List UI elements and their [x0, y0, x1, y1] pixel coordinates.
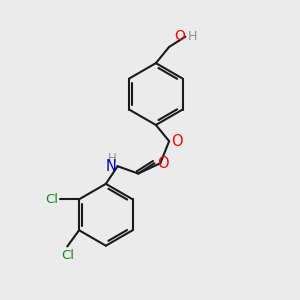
Text: O: O — [175, 29, 185, 43]
Text: H: H — [188, 30, 197, 43]
Text: Cl: Cl — [61, 249, 74, 262]
Text: H: H — [107, 152, 116, 165]
Text: O: O — [172, 134, 183, 149]
Text: N: N — [105, 159, 116, 174]
Text: O: O — [157, 156, 168, 171]
Text: Cl: Cl — [45, 193, 58, 206]
